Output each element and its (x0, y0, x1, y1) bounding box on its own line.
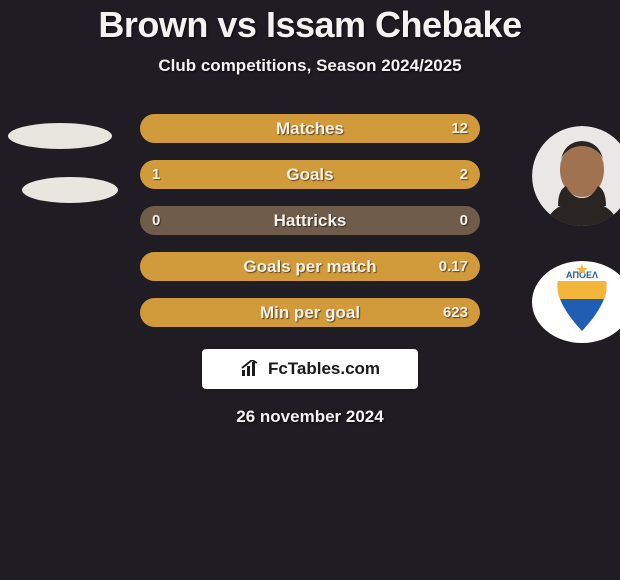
stat-bar-value-right: 623 (443, 304, 468, 321)
player2-club-badge: ΑΠΟΕΛ (532, 261, 620, 343)
page-title: Brown vs Issam Chebake (0, 4, 620, 46)
stat-bar-value-right: 0 (460, 212, 468, 229)
source-badge-text: FcTables.com (268, 359, 380, 379)
stat-bar: Min per goal623 (140, 298, 480, 327)
stat-bar-fill-right (140, 298, 480, 327)
comparison-panel: Brown vs Issam Chebake Club competitions… (0, 0, 620, 427)
stat-bar-label: Hattricks (140, 211, 480, 231)
stat-bar-fill-right (140, 252, 480, 281)
player1-club-placeholder (22, 177, 118, 203)
stat-bar-value-right: 12 (451, 120, 468, 137)
footer-date: 26 november 2024 (0, 407, 620, 427)
stat-bar: Matches12 (140, 114, 480, 143)
stat-bar-value-left: 1 (152, 166, 160, 183)
stat-bar-fill-right (140, 114, 480, 143)
stat-bar: Goals12 (140, 160, 480, 189)
source-badge: FcTables.com (202, 349, 418, 389)
stat-bar-value-right: 0.17 (439, 258, 468, 275)
stat-bar: Goals per match0.17 (140, 252, 480, 281)
club-badge-svg: ΑΠΟΕΛ (532, 261, 620, 343)
subtitle: Club competitions, Season 2024/2025 (0, 56, 620, 76)
stat-bar-value-right: 2 (460, 166, 468, 183)
stat-bar-value-left: 0 (152, 212, 160, 229)
bar-chart-icon (240, 360, 262, 378)
stat-bar: Hattricks0 0 (140, 206, 480, 235)
player1-avatar-placeholder (8, 123, 112, 149)
stat-bar-fill-right (252, 160, 480, 189)
